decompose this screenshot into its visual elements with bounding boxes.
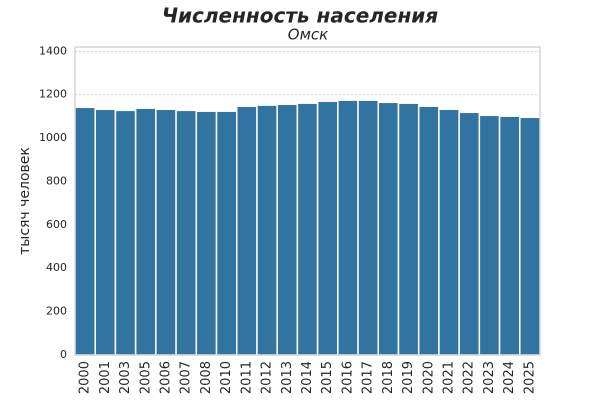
- x-tick-label: 2005: [138, 361, 153, 394]
- plot-area: 0 200 400 600 800 1000 1200 1400 2000 2001 2003 200…: [39, 44, 541, 394]
- x-tick-label: 2021: [442, 361, 457, 394]
- x-tick-label: 2024: [502, 361, 517, 394]
- x-tick-label: 2015: [320, 361, 335, 394]
- x-tick-label: 2025: [522, 361, 537, 394]
- bar: [296, 102, 319, 356]
- bar: [438, 108, 460, 356]
- x-tick-label: 2010: [219, 361, 234, 394]
- axes-frame: [74, 46, 541, 356]
- bar: [478, 114, 501, 356]
- y-tick-label: 200: [46, 305, 67, 318]
- x-tick-label: 2012: [260, 361, 275, 394]
- x-tick-label: 2019: [401, 361, 416, 394]
- y-tick-label: 0: [60, 348, 67, 361]
- chart-title: Численность населения: [162, 4, 438, 28]
- x-tick-label: 2014: [300, 361, 315, 394]
- y-tick-label: 800: [46, 174, 67, 187]
- y-axis-label: тысяч человек: [17, 147, 33, 255]
- x-tick-label: 2018: [381, 361, 396, 394]
- x-tick-label: 2016: [340, 361, 355, 394]
- bar: [316, 100, 339, 356]
- bar: [134, 107, 157, 356]
- x-tick-label: 2020: [421, 361, 436, 394]
- bar: [377, 101, 400, 356]
- bar: [74, 106, 96, 356]
- bar: [94, 108, 117, 356]
- x-tick-label: 2023: [482, 361, 497, 394]
- bar: [195, 110, 218, 356]
- bar: [337, 99, 359, 356]
- y-tick-label: 600: [46, 218, 67, 231]
- bar: [417, 105, 440, 356]
- x-tick-label: 2008: [199, 361, 214, 394]
- y-tick-label: 1200: [39, 88, 67, 101]
- x-tick-label: 2022: [462, 361, 477, 394]
- bar: [114, 109, 137, 356]
- bar: [397, 102, 420, 356]
- bar: [256, 104, 278, 356]
- chart-subtitle: Омск: [288, 26, 328, 44]
- x-tick-label: 2006: [158, 361, 173, 394]
- x-tick-label: 2007: [179, 361, 194, 394]
- bar: [175, 109, 198, 356]
- bar: [357, 99, 380, 356]
- x-tick-label: 2001: [98, 361, 113, 394]
- y-tick-label: 1000: [39, 131, 67, 144]
- bar: [215, 110, 238, 356]
- x-tick-label: 2017: [361, 361, 376, 394]
- bar: [498, 115, 521, 356]
- x-tick-label: 2011: [239, 361, 254, 394]
- x-tick-label: 2013: [280, 361, 295, 394]
- x-tick-label: 2003: [118, 361, 133, 394]
- x-tick-label: 2000: [78, 361, 93, 394]
- bar: [155, 108, 177, 356]
- bar: [519, 116, 541, 356]
- bar: [235, 105, 258, 356]
- y-tick-label: 400: [46, 261, 67, 274]
- bar: [276, 103, 299, 356]
- y-tick-label: 1400: [39, 44, 67, 57]
- bar: [458, 111, 481, 356]
